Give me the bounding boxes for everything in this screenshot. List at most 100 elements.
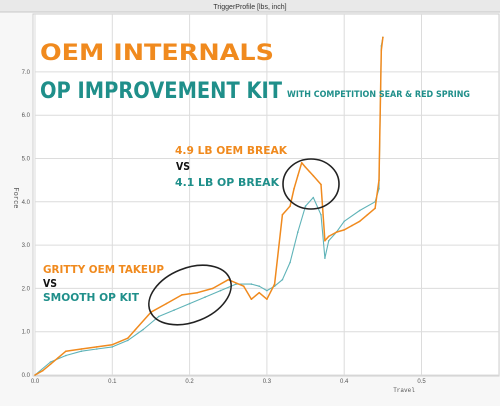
x-tick-label: 0.0 <box>31 379 40 385</box>
oem-break-label: 4.9 LB OEM BREAK <box>175 144 287 157</box>
data-point-oem <box>297 175 299 177</box>
data-point-oem <box>258 291 261 294</box>
data-point-oem <box>134 328 137 331</box>
plot-area <box>32 13 500 377</box>
data-point-oem <box>312 175 315 177</box>
data-point-oem <box>382 36 384 39</box>
y-tick-label: 4.0 <box>22 200 31 206</box>
data-point-oem <box>374 207 376 210</box>
data-point-op <box>49 361 52 363</box>
oem-takeup-label: GRITTY OEM TAKEUP <box>43 263 164 276</box>
title-bar <box>0 0 500 12</box>
data-point-op <box>219 289 222 292</box>
x-tick-label: 0.4 <box>340 379 349 385</box>
op-takeup-label: SMOOTH OP KIT <box>43 291 139 304</box>
data-point-oem <box>165 302 168 305</box>
data-point-op <box>96 348 98 350</box>
data-point-op <box>312 196 315 199</box>
data-point-oem <box>343 229 346 231</box>
oem-internals-title: OEM INTERNALS <box>40 41 274 66</box>
x-tick-label: 0.3 <box>263 379 272 385</box>
x-tick-label: 0.5 <box>417 379 426 385</box>
window-title: TriggerProfile [lbs, inch] <box>213 4 286 11</box>
takeup-vs-label: VS <box>43 277 57 290</box>
y-tick-label: 0.0 <box>22 373 31 379</box>
data-point-op <box>111 346 114 348</box>
data-point-op <box>250 283 253 285</box>
x-axis-label: Travel <box>393 387 415 394</box>
data-point-op <box>289 261 291 264</box>
data-point-oem <box>181 294 183 296</box>
data-point-oem <box>41 369 44 372</box>
data-point-oem <box>308 170 311 173</box>
data-point-oem <box>196 291 199 294</box>
data-point-oem <box>351 224 353 227</box>
y-axis-label: Force <box>11 187 19 208</box>
y-tick-label: 3.0 <box>22 243 31 249</box>
data-point-op <box>204 296 206 298</box>
data-point-oem <box>80 348 83 350</box>
y-tick-label: 5.0 <box>22 157 31 163</box>
data-point-op <box>258 285 261 288</box>
data-point-op <box>343 220 346 223</box>
data-point-op <box>304 205 307 207</box>
data-point-oem <box>127 337 129 340</box>
data-point-oem <box>242 285 245 288</box>
data-point-oem <box>57 356 59 359</box>
data-point-oem <box>250 298 253 301</box>
data-point-oem <box>34 374 36 376</box>
op-break-label: 4.1 LB OP BREAK <box>175 176 279 189</box>
data-point-oem <box>335 231 338 233</box>
op-kit-title: OP IMPROVEMENT KIT <box>40 79 282 104</box>
data-point-oem <box>378 179 380 181</box>
data-point-op <box>157 315 160 318</box>
data-point-oem <box>49 363 52 366</box>
data-point-oem <box>227 278 230 281</box>
x-tick-label: 0.2 <box>185 379 194 385</box>
data-point-oem <box>304 166 307 168</box>
data-point-op <box>324 257 326 259</box>
data-point-oem <box>96 346 98 348</box>
data-point-oem <box>327 235 330 238</box>
data-point-op <box>188 302 191 305</box>
data-point-oem <box>212 287 214 290</box>
y-tick-label: 1.0 <box>22 330 31 336</box>
data-point-oem <box>281 214 284 216</box>
y-tick-label: 6.0 <box>22 113 31 119</box>
data-point-op <box>297 231 299 233</box>
data-point-op <box>65 354 67 357</box>
y-tick-label: 7.0 <box>22 70 31 76</box>
data-point-oem <box>65 350 67 353</box>
tick-labels: 0.0 0.1 0.2 0.3 0.4 0.5 0.0 1.0 2.0 3.0 4.0 5.0 6.0 7… <box>22 70 427 385</box>
data-point-op <box>80 350 83 353</box>
data-point-oem <box>366 214 369 216</box>
data-point-oem <box>293 188 295 190</box>
data-point-op <box>142 328 144 331</box>
data-point-oem <box>358 220 361 223</box>
data-point-op <box>358 209 361 212</box>
series-layer <box>34 36 384 376</box>
data-point-op <box>127 339 129 342</box>
data-point-oem <box>266 298 268 301</box>
data-point-op <box>320 214 322 216</box>
takeup-circle <box>148 264 232 326</box>
grid <box>34 14 499 376</box>
data-point-oem <box>380 49 383 52</box>
data-point-oem <box>273 283 276 285</box>
data-point-op <box>266 289 268 292</box>
data-point-oem <box>300 162 303 164</box>
op-kit-subtitle: WITH COMPETITION SEAR & RED SPRING <box>287 90 470 100</box>
data-point-oem <box>111 343 114 346</box>
x-tick-label: 0.1 <box>108 379 117 385</box>
data-point-oem <box>289 205 291 207</box>
break-vs-label: VS <box>176 160 190 173</box>
data-point-oem <box>324 240 326 242</box>
data-point-oem <box>320 183 322 186</box>
y-tick-label: 2.0 <box>22 286 31 292</box>
data-point-op <box>281 278 284 281</box>
break-circle <box>282 158 340 210</box>
data-point-op <box>173 309 175 311</box>
data-point-op <box>327 240 330 242</box>
